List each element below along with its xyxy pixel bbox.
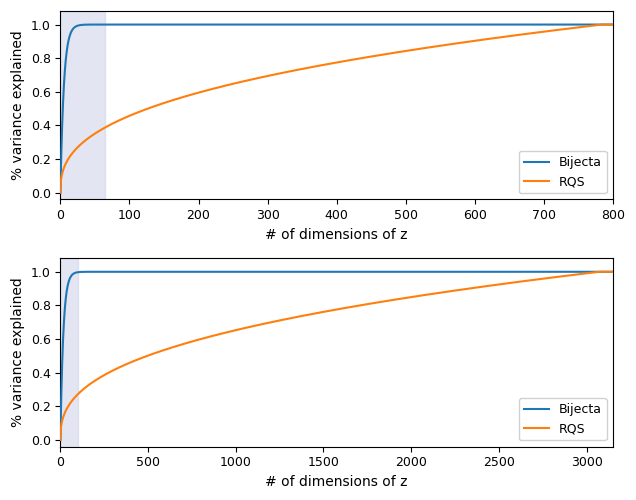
- X-axis label: # of dimensions of z: # of dimensions of z: [265, 228, 408, 241]
- Y-axis label: % variance explained: % variance explained: [11, 278, 25, 428]
- X-axis label: # of dimensions of z: # of dimensions of z: [265, 475, 408, 489]
- Bar: [60, 11, 106, 200]
- Bar: [60, 258, 78, 446]
- Y-axis label: % variance explained: % variance explained: [11, 30, 25, 180]
- Legend: Bijecta, RQS: Bijecta, RQS: [518, 398, 607, 440]
- Legend: Bijecta, RQS: Bijecta, RQS: [518, 151, 607, 193]
